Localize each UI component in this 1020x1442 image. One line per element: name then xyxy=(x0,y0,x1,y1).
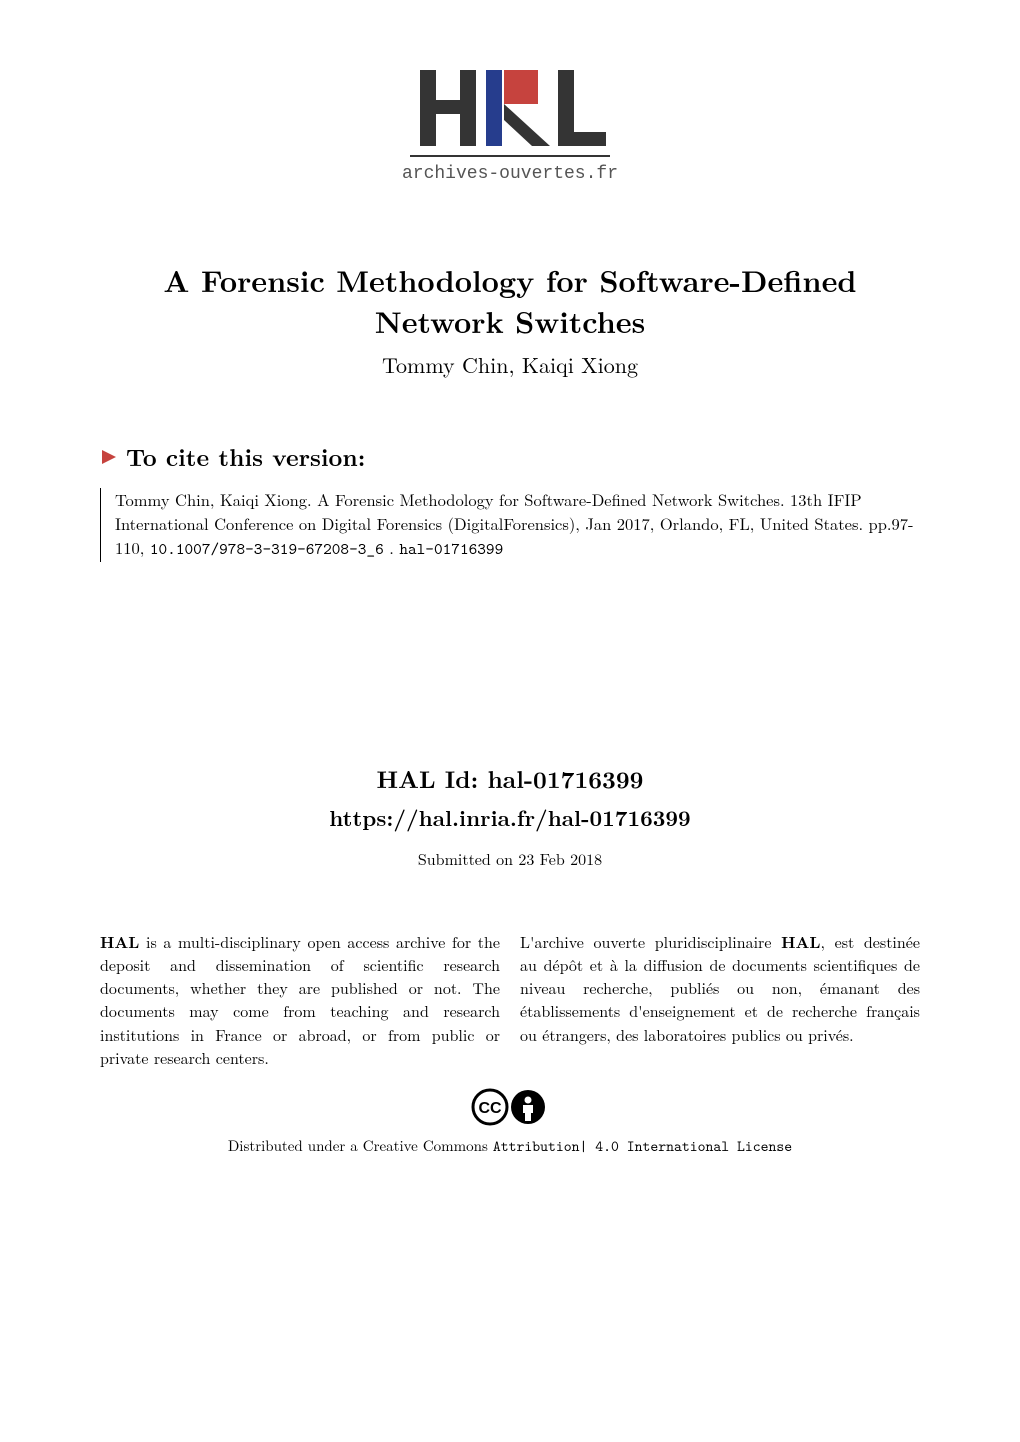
description-columns: HAL is a multi-disciplinary open access … xyxy=(100,930,920,1069)
hal-logo: archives-ouvertes.fr xyxy=(100,60,920,190)
paper-authors: Tommy Chin, Kaiqi Xiong xyxy=(100,349,920,380)
citation-doi: 10.1007/978-3-319-67208-3_6 xyxy=(150,538,384,560)
cite-this-version-row: To cite this version: xyxy=(100,440,920,474)
description-left: HAL is a multi-disciplinary open access … xyxy=(100,930,500,1069)
description-right-pre: L'archive ouverte pluridisciplinaire xyxy=(520,930,781,953)
description-right-bold: HAL xyxy=(781,930,820,953)
hal-url[interactable]: https://hal.inria.fr/hal-01716399 xyxy=(100,802,920,833)
triangle-right-icon xyxy=(100,448,118,466)
license-line: Distributed under a Creative Commons Att… xyxy=(100,1135,920,1156)
hal-logo-svg: archives-ouvertes.fr xyxy=(400,60,620,190)
cc-badge: CC xyxy=(100,1087,920,1127)
hal-logo-glyphs xyxy=(420,70,606,146)
description-right: L'archive ouverte pluridisciplinaire HAL… xyxy=(520,930,920,1069)
hal-logo-subtext: archives-ouvertes.fr xyxy=(402,164,618,184)
license-link[interactable]: Attribution| 4.0 International License xyxy=(493,1136,792,1156)
page-root: archives-ouvertes.fr A Forensic Methodol… xyxy=(0,0,1020,1442)
hal-id-line: HAL Id: hal-01716399 xyxy=(100,762,920,796)
hal-id-value: hal-01716399 xyxy=(487,762,643,796)
paper-title: A Forensic Methodology for Software-Defi… xyxy=(100,260,920,341)
cite-heading: To cite this version: xyxy=(126,440,365,474)
citation-hal-id: hal-01716399 xyxy=(399,538,503,560)
cc-by-icon: CC xyxy=(470,1087,550,1127)
description-left-rest: is a multi-disciplinary open access arch… xyxy=(100,930,500,1069)
description-left-bold: HAL xyxy=(100,930,139,953)
citation-block: Tommy Chin, Kaiqi Xiong. A Forensic Meth… xyxy=(100,488,920,562)
license-pre: Distributed under a Creative Commons xyxy=(228,1135,493,1156)
submitted-date: Submitted on 23 Feb 2018 xyxy=(100,847,920,870)
hal-id-label: HAL Id: xyxy=(377,762,488,796)
svg-text:CC: CC xyxy=(478,1100,502,1117)
citation-sep: . xyxy=(384,535,400,559)
